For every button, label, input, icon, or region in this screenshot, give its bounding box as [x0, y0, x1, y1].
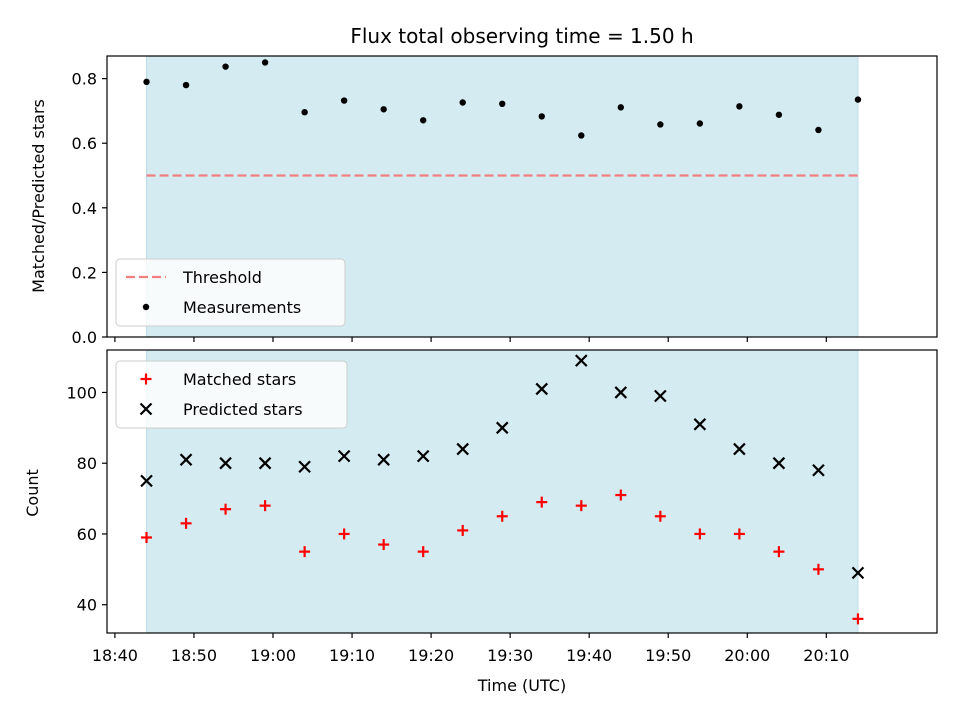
legend-matched-swatch: [140, 373, 152, 385]
legend-predicted-swatch: [139, 402, 153, 416]
measurements-point: [617, 104, 625, 111]
predicted-stars-point: [733, 442, 746, 456]
predicted-stars-point: [416, 449, 430, 463]
x-tick-label: 18:40: [92, 646, 138, 665]
measurements-point: [182, 81, 190, 89]
top-y-tick-label: 0.2: [72, 263, 97, 282]
x-tick-label: 19:20: [408, 646, 454, 665]
measurements-point: [499, 100, 506, 108]
bottom-legend-label: Predicted stars: [183, 400, 303, 419]
x-tick-label: 19:40: [566, 646, 612, 665]
top-legend: Threshold Measurements: [115, 258, 346, 327]
matched-stars-point: [733, 528, 745, 540]
matched-stars-point: [180, 517, 192, 529]
predicted-stars-point: [614, 386, 628, 399]
top-y-tick-label: 0.0: [72, 328, 97, 347]
predicted-stars-point: [377, 453, 390, 466]
matched-stars-point: [338, 528, 350, 540]
top-y-tick-label: 0.6: [72, 134, 97, 153]
bottom-legend-box: [115, 360, 348, 429]
bottom-legend: Matched stars Predicted stars: [115, 360, 348, 429]
predicted-stars-point: [851, 566, 865, 580]
measurements-point: [854, 96, 862, 103]
bottom-axes-frame: [106, 349, 938, 634]
matched-stars-point: [615, 489, 627, 501]
predicted-stars-point: [456, 442, 469, 456]
ratio-panel: 0.0 0.2 0.4 0.6 0.8 Threshold Measurements: [72, 55, 938, 347]
predicted-stars-point: [219, 456, 232, 470]
bottom-y-tick-label: 100: [66, 383, 97, 402]
measurements-point: [459, 99, 466, 106]
top-legend-label: Measurements: [183, 298, 301, 317]
x-axis-label: Time (UTC): [477, 676, 566, 695]
predicted-stars-point: [693, 418, 707, 431]
predicted-stars-point: [179, 453, 193, 466]
bottom-y-tick-label: 80: [77, 454, 97, 473]
matched-stars-point: [852, 613, 864, 625]
matched-stars-point: [654, 510, 666, 522]
x-tick-label: 19:30: [487, 646, 533, 665]
matched-stars-point: [299, 546, 311, 558]
measurements-point: [222, 63, 229, 70]
measurements-point: [657, 121, 664, 128]
measurements-point: [419, 117, 427, 124]
measurements-point: [815, 126, 822, 134]
matched-stars-point: [378, 539, 390, 551]
measurements-point: [380, 106, 387, 113]
measurements-point: [578, 132, 585, 139]
measurements-point: [538, 113, 545, 120]
top-y-tick-label: 0.8: [72, 70, 97, 89]
top-axes-frame: [106, 55, 938, 338]
top-legend-box: [115, 258, 346, 327]
measurements-point: [696, 120, 704, 127]
matched-stars-point: [259, 500, 271, 512]
predicted-stars-point: [812, 463, 825, 477]
x-tick-label: 18:50: [171, 646, 217, 665]
matched-stars-point: [457, 524, 469, 536]
matched-stars-point: [575, 500, 587, 512]
x-tick-label: 19:50: [645, 646, 691, 665]
predicted-stars-point: [535, 382, 549, 396]
matched-stars-point: [694, 528, 706, 540]
top-legend-label: Threshold: [182, 268, 262, 287]
matched-stars-point: [812, 563, 824, 575]
measurements-point: [775, 111, 783, 118]
bottom-y-axis-label: Count: [23, 469, 42, 517]
count-panel: 40 60 80 100 18:40 18:50 19:00 19:10 19:20 19:30 1…: [66, 349, 938, 665]
matched-stars-point: [536, 496, 548, 508]
bottom-y-tick-label: 40: [77, 596, 97, 615]
predicted-stars-point: [337, 449, 351, 463]
predicted-stars-point: [772, 456, 786, 470]
x-tick-label: 20:00: [724, 646, 770, 665]
predicted-stars-point: [495, 421, 509, 435]
measurements-point: [301, 109, 308, 116]
measurements-point: [736, 103, 743, 110]
predicted-stars-point: [575, 354, 588, 367]
x-tick-label: 20:10: [803, 646, 849, 665]
top-y-tick-label: 0.4: [72, 199, 97, 218]
legend-measurements-swatch: [142, 303, 150, 311]
matched-stars-point: [141, 531, 153, 543]
top-y-axis-label: Matched/Predicted stars: [29, 99, 48, 293]
bottom-y-tick-label: 60: [77, 525, 97, 544]
x-tick-label: 19:00: [250, 646, 296, 665]
measurements-point: [143, 78, 150, 86]
predicted-stars-point: [654, 389, 667, 403]
matched-stars-point: [773, 546, 785, 558]
predicted-stars-point: [140, 474, 153, 488]
bottom-legend-label: Matched stars: [183, 370, 296, 389]
chart-title: Flux total observing time = 1.50 h: [350, 24, 693, 48]
measurements-point: [340, 97, 348, 104]
matched-stars-point: [417, 546, 429, 558]
predicted-stars-point: [258, 456, 272, 470]
predicted-stars-point: [298, 460, 311, 474]
matched-stars-point: [220, 503, 232, 515]
x-tick-label: 19:10: [329, 646, 375, 665]
measurements-point: [261, 59, 269, 66]
matched-stars-point: [496, 510, 508, 522]
